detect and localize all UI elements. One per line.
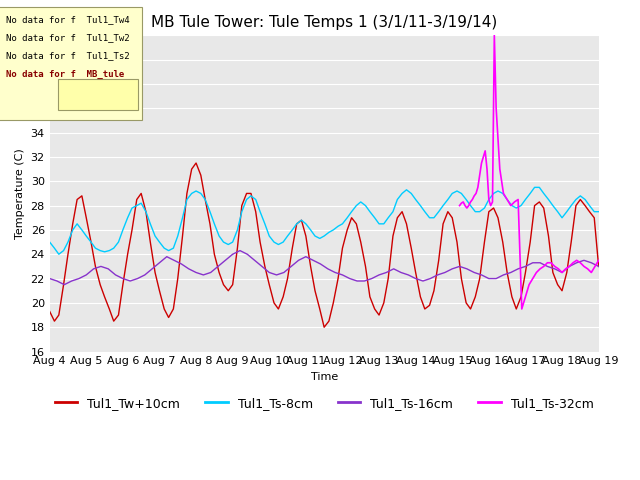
Tul1_Tw+10cm (192, 160, 200, 166)
Text: No data for f  Tul1_Ts2: No data for f Tul1_Ts2 (6, 51, 130, 60)
Tul1_Ts-32cm (547, 260, 555, 265)
Tul1_Ts-32cm (503, 197, 511, 203)
Tul1_Ts-32cm (472, 191, 480, 196)
Tul1_Ts-32cm (558, 270, 566, 276)
Tul1_Tw+10cm (284, 276, 291, 281)
Tul1_Ts-32cm (485, 197, 493, 203)
Tul1_Ts-32cm (588, 270, 595, 276)
Tul1_Ts-16cm (595, 264, 602, 269)
Tul1_Ts-32cm (577, 260, 584, 265)
Tul1_Ts-16cm (251, 257, 259, 263)
Tul1_Ts-8cm (567, 203, 575, 208)
Tul1_Ts-32cm (569, 260, 577, 265)
Tul1_Ts-8cm (55, 252, 63, 257)
Tul1_Ts-32cm (507, 203, 515, 208)
Tul1_Ts-16cm (426, 276, 434, 281)
Tul1_Ts-32cm (487, 203, 495, 208)
Line: Tul1_Ts-8cm: Tul1_Ts-8cm (50, 187, 598, 254)
Tul1_Ts-32cm (540, 264, 548, 269)
Tul1_Ts-32cm (518, 306, 525, 312)
Tul1_Ts-32cm (536, 266, 544, 272)
Tul1_Ts-16cm (60, 282, 68, 288)
Tul1_Ts-32cm (595, 257, 602, 263)
Tul1_Ts-32cm (566, 264, 573, 269)
Tul1_Ts-16cm (412, 276, 419, 281)
Tul1_Ts-8cm (595, 209, 602, 215)
Tul1_Ts-32cm (492, 106, 500, 111)
Line: Tul1_Ts-16cm: Tul1_Ts-16cm (50, 251, 598, 285)
Tul1_Ts-32cm (529, 276, 536, 281)
Tul1_Ts-8cm (421, 209, 429, 215)
Tul1_Ts-32cm (461, 203, 469, 208)
Tul1_Ts-32cm (476, 172, 484, 178)
Tul1_Ts-32cm (479, 154, 487, 160)
Tul1_Ts-32cm (573, 257, 580, 263)
Tul1_Ts-32cm (474, 184, 482, 190)
Text: No data for f  Tul1_Tw4: No data for f Tul1_Tw4 (6, 15, 130, 24)
Tul1_Ts-32cm (522, 294, 529, 300)
Tul1_Ts-32cm (532, 270, 540, 276)
Tul1_Ts-32cm (500, 191, 508, 196)
Tul1_Tw+10cm (567, 239, 575, 245)
Tul1_Ts-32cm (515, 197, 522, 203)
Tul1_Ts-32cm (470, 193, 478, 199)
Tul1_Tw+10cm (100, 294, 108, 300)
Tul1_Ts-32cm (465, 203, 472, 208)
Tul1_Tw+10cm (595, 264, 602, 269)
Tul1_Tw+10cm (426, 302, 433, 308)
Tul1_Ts-32cm (467, 199, 474, 205)
Tul1_Ts-32cm (456, 203, 463, 208)
Tul1_Ts-8cm (394, 197, 401, 203)
Tul1_Ts-16cm (346, 276, 354, 281)
Line: Tul1_Ts-32cm: Tul1_Ts-32cm (460, 36, 598, 309)
Tul1_Ts-16cm (104, 266, 112, 272)
Tul1_Ts-16cm (500, 272, 508, 278)
Tul1_Ts-8cm (179, 215, 186, 221)
Tul1_Ts-8cm (106, 248, 113, 253)
Tul1_Ts-32cm (543, 260, 551, 265)
Tul1_Tw+10cm (174, 276, 182, 281)
Tul1_Ts-32cm (481, 148, 489, 154)
Tul1_Ts-8cm (284, 233, 291, 239)
Tul1_Ts-32cm (468, 197, 476, 203)
Line: Tul1_Tw+10cm: Tul1_Tw+10cm (50, 163, 598, 327)
Tul1_Ts-8cm (531, 184, 538, 190)
Tul1_Ts-32cm (477, 160, 485, 166)
Tul1_Tw+10cm (320, 324, 328, 330)
Tul1_Ts-32cm (580, 264, 588, 269)
Y-axis label: Temperature (C): Temperature (C) (15, 148, 25, 239)
Tul1_Tw+10cm (398, 209, 406, 215)
Tul1_Ts-32cm (496, 166, 504, 172)
Tul1_Ts-32cm (562, 266, 570, 272)
Text: No data for f  MB_tule: No data for f MB_tule (6, 70, 125, 79)
Tul1_Tw+10cm (46, 309, 54, 314)
Tul1_Ts-32cm (460, 199, 467, 205)
Tul1_Ts-32cm (554, 266, 562, 272)
X-axis label: Time: Time (310, 372, 338, 382)
Title: MB Tule Tower: Tule Temps 1 (3/1/11-3/19/14): MB Tule Tower: Tule Temps 1 (3/1/11-3/19… (151, 15, 497, 30)
Tul1_Ts-32cm (483, 166, 491, 172)
Tul1_Ts-32cm (490, 33, 498, 38)
Tul1_Ts-8cm (46, 239, 54, 245)
Tul1_Ts-16cm (236, 248, 244, 253)
Tul1_Ts-32cm (489, 199, 497, 205)
Tul1_Ts-32cm (551, 264, 559, 269)
Tul1_Ts-32cm (458, 200, 465, 206)
Tul1_Ts-16cm (46, 276, 54, 281)
Tul1_Ts-32cm (591, 264, 599, 269)
Legend: Tul1_Tw+10cm, Tul1_Ts-8cm, Tul1_Ts-16cm, Tul1_Ts-32cm: Tul1_Tw+10cm, Tul1_Ts-8cm, Tul1_Ts-16cm,… (50, 392, 598, 415)
Text: No data for f  Tul1_Tw2: No data for f Tul1_Tw2 (6, 34, 130, 43)
Tul1_Ts-32cm (463, 205, 470, 211)
Tul1_Ts-32cm (525, 282, 533, 288)
Tul1_Ts-32cm (511, 199, 518, 205)
Tul1_Ts-32cm (584, 266, 591, 272)
